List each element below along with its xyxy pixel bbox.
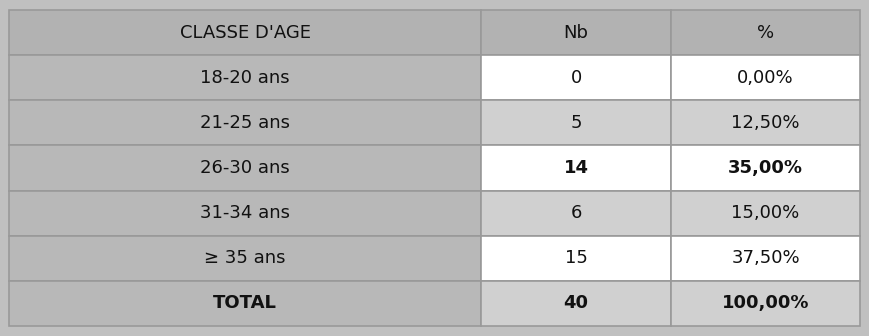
- Text: 21-25 ans: 21-25 ans: [200, 114, 290, 132]
- Text: 0: 0: [570, 69, 581, 87]
- Bar: [481, 100, 671, 145]
- Text: 14: 14: [564, 159, 588, 177]
- Bar: [9, 100, 481, 145]
- Text: CLASSE D'AGE: CLASSE D'AGE: [180, 24, 310, 42]
- Text: 0,00%: 0,00%: [737, 69, 794, 87]
- Text: 35,00%: 35,00%: [728, 159, 803, 177]
- Bar: [9, 145, 481, 191]
- Text: TOTAL: TOTAL: [213, 294, 277, 312]
- Text: 37,50%: 37,50%: [731, 249, 799, 267]
- Bar: [9, 55, 481, 100]
- Bar: [671, 281, 860, 326]
- Bar: [671, 10, 860, 55]
- Text: 31-34 ans: 31-34 ans: [200, 204, 290, 222]
- Text: 12,50%: 12,50%: [732, 114, 799, 132]
- Bar: [481, 191, 671, 236]
- Text: 5: 5: [570, 114, 582, 132]
- Bar: [481, 10, 671, 55]
- Text: 40: 40: [564, 294, 588, 312]
- Bar: [481, 236, 671, 281]
- Bar: [671, 145, 860, 191]
- Bar: [481, 55, 671, 100]
- Text: Nb: Nb: [564, 24, 588, 42]
- Bar: [481, 145, 671, 191]
- Bar: [671, 191, 860, 236]
- Text: 18-20 ans: 18-20 ans: [200, 69, 290, 87]
- Text: %: %: [757, 24, 774, 42]
- Text: 100,00%: 100,00%: [722, 294, 809, 312]
- Text: 6: 6: [570, 204, 581, 222]
- Bar: [9, 10, 481, 55]
- Bar: [671, 55, 860, 100]
- Text: 26-30 ans: 26-30 ans: [200, 159, 290, 177]
- Bar: [671, 100, 860, 145]
- Bar: [9, 236, 481, 281]
- Text: 15,00%: 15,00%: [732, 204, 799, 222]
- Bar: [9, 191, 481, 236]
- Bar: [9, 281, 481, 326]
- Text: ≥ 35 ans: ≥ 35 ans: [204, 249, 286, 267]
- Text: 15: 15: [565, 249, 587, 267]
- Bar: [671, 236, 860, 281]
- Bar: [481, 281, 671, 326]
